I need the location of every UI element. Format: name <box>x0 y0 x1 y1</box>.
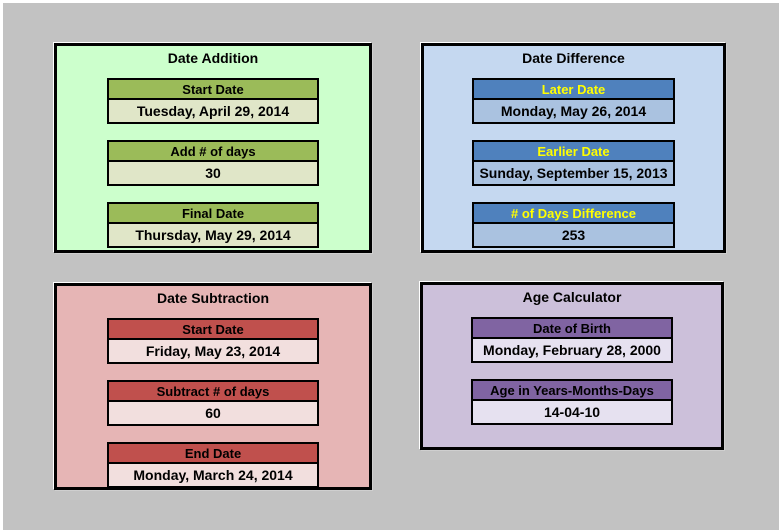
field-start-date: Start Date Tuesday, April 29, 2014 <box>106 78 320 124</box>
panel-date-difference: Date Difference Later Date Monday, May 2… <box>421 43 726 253</box>
field-days-difference: # of Days Difference 253 <box>471 202 676 248</box>
field-date-of-birth: Date of Birth Monday, February 28, 2000 <box>470 317 674 363</box>
field-value-final-date: Thursday, May 29, 2014 <box>135 227 291 243</box>
field-start-date: Start Date Friday, May 23, 2014 <box>106 318 320 364</box>
panel-title-date-subtraction: Date Subtraction <box>156 290 269 306</box>
field-later-date: Later Date Monday, May 26, 2014 <box>471 78 676 124</box>
field-label-final-date: Final Date <box>108 204 318 224</box>
field-value-earlier-date[interactable]: Sunday, September 15, 2013 <box>479 165 668 181</box>
panel-title-date-difference: Date Difference <box>522 50 625 66</box>
field-label-start-date: Start Date <box>108 320 318 340</box>
panel-date-subtraction: Date Subtraction Start Date Friday, May … <box>54 283 372 490</box>
field-value-age-ymd: 14-04-10 <box>543 404 601 420</box>
field-label-date-of-birth: Date of Birth <box>472 319 672 339</box>
field-value-start-date[interactable]: Friday, May 23, 2014 <box>145 343 281 359</box>
field-label-age-ymd: Age in Years-Months-Days <box>472 381 672 401</box>
panel-age-calculator: Age Calculator Date of Birth Monday, Feb… <box>420 282 724 450</box>
field-value-date-of-birth[interactable]: Monday, February 28, 2000 <box>483 342 661 358</box>
field-list: Date of Birth Monday, February 28, 2000 … <box>423 317 721 425</box>
field-list: Later Date Monday, May 26, 2014 Earlier … <box>424 78 723 248</box>
field-value-subtract-days[interactable]: 60 <box>205 405 221 421</box>
field-value-start-date[interactable]: Tuesday, April 29, 2014 <box>136 103 290 119</box>
field-label-earlier-date: Earlier Date <box>473 142 674 162</box>
panel-title-age-calculator: Age Calculator <box>522 289 622 305</box>
field-age-ymd: Age in Years-Months-Days 14-04-10 <box>470 379 674 425</box>
field-value-add-days[interactable]: 30 <box>205 165 221 181</box>
field-final-date: Final Date Thursday, May 29, 2014 <box>106 202 320 248</box>
field-list: Start Date Tuesday, April 29, 2014 Add #… <box>57 78 369 248</box>
field-subtract-days: Subtract # of days 60 <box>106 380 320 426</box>
field-earlier-date: Earlier Date Sunday, September 15, 2013 <box>471 140 676 186</box>
field-end-date: End Date Monday, March 24, 2014 <box>106 442 320 488</box>
field-label-later-date: Later Date <box>473 80 674 100</box>
field-label-start-date: Start Date <box>108 80 318 100</box>
panel-date-addition: Date Addition Start Date Tuesday, April … <box>54 43 372 253</box>
field-label-end-date: End Date <box>108 444 318 464</box>
field-list: Start Date Friday, May 23, 2014 Subtract… <box>57 318 369 488</box>
field-value-end-date: Monday, March 24, 2014 <box>133 467 293 483</box>
field-label-add-days: Add # of days <box>108 142 318 162</box>
field-value-later-date[interactable]: Monday, May 26, 2014 <box>500 103 647 119</box>
field-label-subtract-days: Subtract # of days <box>108 382 318 402</box>
panel-title-date-addition: Date Addition <box>167 50 259 66</box>
field-label-days-difference: # of Days Difference <box>473 204 674 224</box>
field-add-days: Add # of days 30 <box>106 140 320 186</box>
field-value-days-difference: 253 <box>561 227 586 243</box>
